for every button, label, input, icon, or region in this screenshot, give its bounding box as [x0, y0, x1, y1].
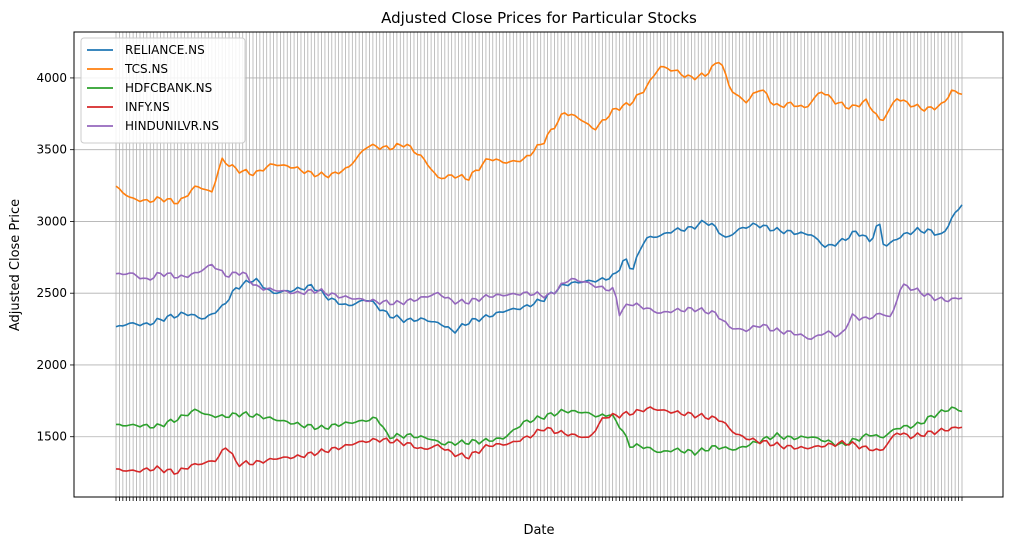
- x-axis: [115, 497, 963, 501]
- legend-entry: HINDUNILVR.NS: [125, 119, 219, 133]
- y-tick-label: 2000: [36, 358, 67, 372]
- legend-entry: TCS.NS: [124, 62, 168, 76]
- y-tick-label: 2500: [36, 286, 67, 300]
- series-lines: [115, 61, 963, 475]
- x-grid: [115, 32, 963, 497]
- series-line-hindunilvr-ns: [115, 263, 963, 341]
- series-line-infy-ns: [115, 406, 963, 475]
- legend: RELIANCE.NS TCS.NS HDFCBANK.NS INFY.NS HINDU…: [80, 37, 246, 144]
- legend-frame: [80, 37, 246, 144]
- legend-entry: HDFCBANK.NS: [125, 81, 212, 95]
- y-tick-label: 3000: [36, 214, 67, 228]
- y-tick-label: 4000: [36, 71, 67, 85]
- legend-entry: RELIANCE.NS: [125, 43, 205, 57]
- chart-title: Adjusted Close Prices for Particular Sto…: [381, 9, 697, 27]
- y-tick-label: 3500: [36, 143, 67, 157]
- y-axis: 1500 2000 2500 3000 3500 4000: [36, 71, 74, 444]
- series-line-reliance-ns: [115, 204, 963, 334]
- y-tick-label: 1500: [36, 430, 67, 444]
- series-line-hdfcbank-ns: [115, 406, 963, 456]
- plot-frame: [73, 31, 1004, 498]
- legend-entry: INFY.NS: [125, 100, 170, 114]
- x-axis-label: Date: [523, 523, 554, 538]
- y-axis-label: Adjusted Close Price: [8, 199, 23, 331]
- series-line-tcs-ns: [115, 61, 963, 205]
